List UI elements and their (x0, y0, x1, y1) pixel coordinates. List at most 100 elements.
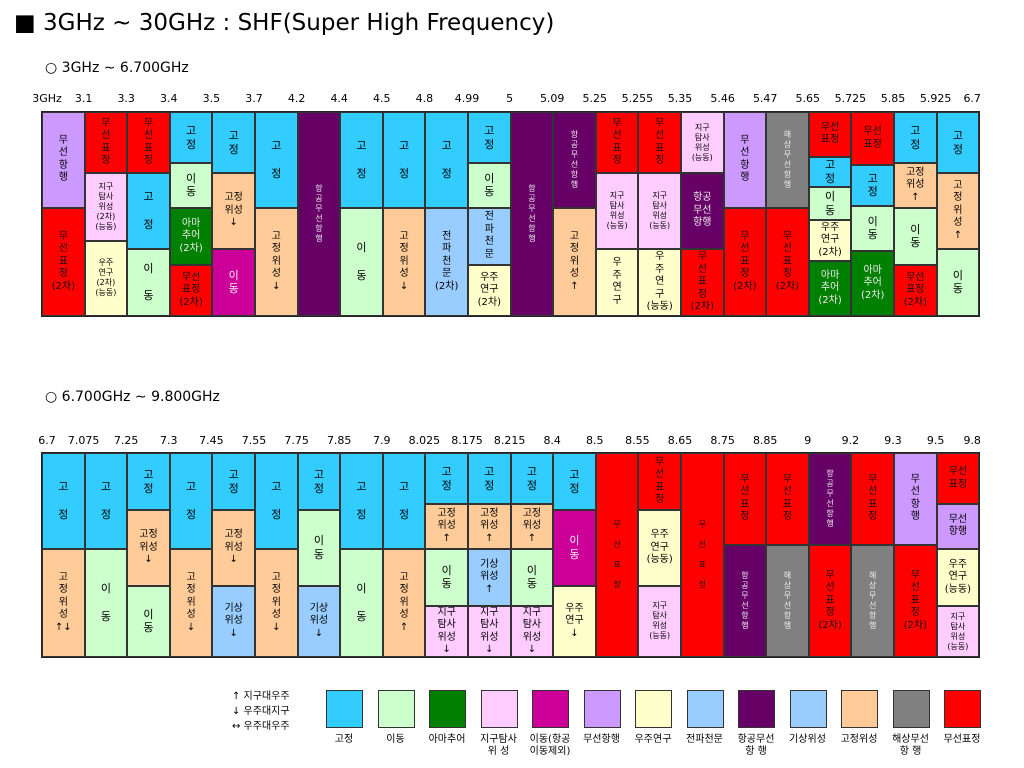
legend-label: 기상위성 (789, 734, 826, 745)
allocation-label: 무 선 표 정 (655, 117, 665, 167)
freq-tick: 7.9 (373, 434, 391, 447)
allocation-label: 이 동 (313, 534, 324, 561)
allocation-cell: 우 주 연 구 (595, 248, 639, 316)
allocation-label: 아마 추어 (2차) (818, 269, 842, 306)
allocation-label: 고 정 (867, 171, 878, 199)
allocation-label: 우 주 연 구 (능동) (646, 251, 673, 313)
allocation-cell: 아마 추어 (2차) (169, 207, 213, 265)
allocation-cell: 지구 탐사 위성 (능동) (638, 173, 681, 249)
allocation-label: 고정 위성 ↓ (224, 192, 243, 229)
allocation-cell: 무선 항행 (936, 504, 980, 549)
allocation-label: 기상 위성 ↑ (480, 558, 499, 595)
allocation-label: 이 동 (825, 190, 836, 217)
allocation-cell: 기상 위성 ↑ (468, 548, 511, 606)
allocation-label: 지구 탐사 위성 ↓ (480, 606, 499, 655)
legend-swatch (944, 690, 981, 728)
allocation-label: 고정 위성 ↓ (139, 529, 158, 566)
allocation-label: 무선 표정 (820, 121, 840, 146)
allocation-cell: 우 주 연 구 (능동) (638, 248, 681, 316)
legend-swatch (583, 690, 621, 728)
allocation-cell: 해 상 무 선 항 행 (851, 544, 894, 657)
legend-note-uplink: ↑ 지구대우주 (232, 691, 290, 702)
allocation-label: 고 정 (143, 190, 154, 231)
allocation-label: 해 상 무 선 항 행 (783, 570, 792, 630)
allocation-cell: 이 동 (553, 510, 596, 586)
allocation-label: 이 동 (356, 241, 367, 282)
freq-tick: 7.3 (160, 434, 178, 447)
allocation-cell: 고 정 (42, 453, 85, 549)
allocation-cell: 해 상 무 선 항 행 (766, 112, 809, 208)
allocation-cell: 고정 위성 ↓ (212, 173, 255, 249)
allocation-label: 고 정 (356, 480, 367, 521)
allocation-label: 무선 표정 (2차) (179, 271, 203, 308)
allocation-cell: 이 동 (340, 207, 383, 316)
allocation-cell: 고 정 (84, 453, 128, 549)
allocation-label: 무 선 표 정 (2차) (51, 230, 75, 292)
allocation-label: 고 정 (910, 123, 921, 151)
allocation-cell: 무 선 항 행 (723, 112, 767, 208)
freq-tick: 8.65 (667, 434, 693, 447)
legend-swatch (326, 690, 363, 728)
allocation-label: 고 정 (569, 467, 580, 495)
allocation-label: 이 동 (569, 534, 580, 561)
allocation-label: 항 공 무 선 항 행 (826, 468, 834, 528)
allocation-label: 고 정 (399, 139, 410, 180)
allocation-cell: 고정 위성 ↑ (425, 504, 468, 549)
freq-tick: 8.215 (493, 434, 526, 447)
allocation-label: 이 동 (100, 582, 111, 623)
allocation-label: 무 선 표 정 (101, 117, 111, 167)
allocation-label: 고 정 위 성 ↑ (569, 230, 580, 292)
allocation-label: 고 정 (484, 123, 495, 151)
freq-tick: 5.09 (539, 92, 565, 105)
allocation-label: 고 정 (186, 480, 197, 521)
allocation-label: 무 선 표 정 (2차) (733, 230, 757, 292)
allocation-label: 지구 탐사 위성 (능동) (606, 190, 628, 230)
allocation-label: 기상 위성 ↓ (224, 602, 243, 639)
legend-swatch (738, 690, 775, 728)
allocation-cell: 무 선 표 정 (127, 112, 170, 174)
allocation-label: 지구 탐사 위성 (2차) (능동) (95, 181, 117, 231)
allocation-label: 고 정 (228, 128, 239, 156)
legend-label: 지구탐사 위 성 (480, 734, 517, 757)
allocation-cell: 고 정 (894, 112, 937, 163)
allocation-label: 항 공 무 선 항 행 (315, 184, 323, 243)
freq-tick: 7.45 (199, 434, 224, 447)
freq-tick: 5.85 (880, 92, 906, 105)
legend-label: 무선항행 (583, 734, 620, 745)
allocation-cell: 무 선 표 정 (2차) (766, 207, 809, 316)
freq-tick: 8.55 (625, 434, 650, 447)
allocation-label: 고 정 위 성 ↓ (186, 571, 196, 633)
allocation-label: 고 정 위 성 ↑↓ (54, 571, 72, 633)
allocation-cell: 고 정 (851, 165, 894, 206)
allocation-cell: 고 정 (297, 453, 341, 511)
freq-tick: 4.2 (287, 92, 306, 105)
freq-tick: 5.925 (919, 92, 952, 105)
allocation-cell: 무 선 표 정 (2차) (894, 544, 937, 657)
allocation-label: 아마 추어 (2차) (179, 217, 203, 254)
allocation-label: 고 정 위 성 ↑ (953, 179, 963, 241)
allocation-label: 우주 연구 ↓ (565, 602, 584, 639)
allocation-label: 무선 항행 (948, 513, 968, 538)
allocation-cell: 무 선 표 정 (766, 453, 809, 545)
allocation-cell: 무 선 표 정 (851, 453, 894, 545)
allocation-cell: 무 선 표 정 (723, 453, 767, 545)
allocation-cell: 지구 탐사 위성 (능동) (638, 585, 681, 657)
allocation-label: 고 정 (143, 467, 154, 495)
allocation-label: 고 정 (58, 480, 69, 521)
freq-tick: 8.5 (586, 434, 604, 447)
allocation-cell: 이 동 (851, 205, 894, 251)
allocation-cell: 고 정 위 성 ↓ (169, 548, 213, 657)
legend-label: 해상무선 항 행 (892, 734, 929, 757)
allocation-label: 이 동 (867, 214, 878, 242)
freq-tick: 5.65 (795, 92, 821, 105)
allocation-cell: 고 정 (127, 173, 170, 249)
allocation-label: 고 정 (228, 467, 239, 495)
freq-tick: 9 (804, 434, 812, 447)
allocation-cell: 고 정 (340, 112, 383, 208)
allocation-cell: 아마 추어 (2차) (808, 260, 852, 316)
allocation-cell: 무 선 표 정 (2차) (681, 248, 724, 316)
allocation-cell: 고 정 위 성 ↑ (936, 173, 980, 249)
freq-tick: 9.3 (884, 434, 902, 447)
allocation-cell: 고 정 (553, 453, 596, 511)
freq-tick: 6.7 (963, 92, 981, 105)
